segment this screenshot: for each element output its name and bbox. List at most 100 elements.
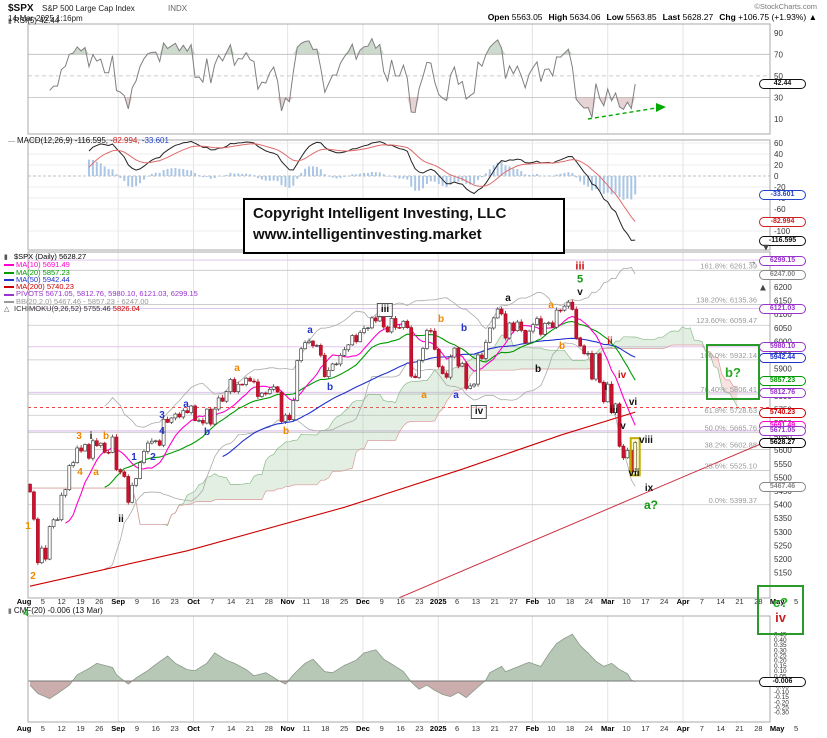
elliott-wave-label: b (326, 382, 334, 393)
legend-text: $SPX (Daily) 5628.27 (14, 252, 87, 261)
date-axis-label: 14 (717, 724, 725, 733)
elliott-wave-label: b (282, 426, 290, 437)
elliott-wave-label: a (234, 363, 240, 374)
elliott-wave-label: v (577, 287, 583, 298)
macd-axis-label: -60 (774, 205, 786, 214)
cmf-value-bubble: -0.006 (759, 677, 806, 688)
date-axis-label: 28 (265, 724, 273, 733)
date-axis-label: Nov (281, 597, 296, 606)
date-axis-label: 23 (170, 597, 178, 606)
macd-params: MACD(12,26,9) (17, 136, 75, 145)
price-axis-label: 6150 (774, 297, 792, 306)
date-axis-label: 18 (321, 597, 329, 606)
elliott-wave-label: v (620, 421, 626, 432)
date-axis-label: 16 (152, 724, 160, 733)
price-axis-label: 5150 (774, 569, 792, 578)
date-axis-label: 21 (735, 724, 743, 733)
direction-arrow-icon: → (747, 256, 757, 268)
date-axis-label: 12 (57, 724, 65, 733)
legend-text: MA(50) 5942.44 (16, 274, 70, 284)
date-axis-label: 19 (76, 597, 84, 606)
date-axis-label: 21 (491, 724, 499, 733)
legend-item: MA(20) 5857.23 (4, 268, 198, 276)
macd-indicator-label: — MACD(12,26,9) -116.595, -82.994, -33.60… (8, 136, 169, 145)
date-axis-label: 2025 (430, 597, 447, 606)
cmf-axis-label: -0.25 (774, 705, 789, 712)
direction-arrow-icon: ▼ (761, 242, 771, 254)
date-axis-label: 24 (585, 597, 593, 606)
elliott-wave-label: b (460, 323, 468, 334)
legend-swatch (4, 300, 14, 303)
price-bubble: 6247.00 (759, 269, 806, 280)
forecast-target-box: b? (706, 344, 760, 400)
indicator-icon: — (8, 138, 15, 145)
date-axis-label: 5 (794, 724, 798, 733)
elliott-wave-label: i (604, 382, 608, 393)
rsi-indicator-label: ▮ RSI(5) 42.44 (8, 16, 60, 25)
legend-item: MA(200) 5740.23 (4, 283, 198, 290)
date-axis-label: 18 (566, 597, 574, 606)
fib-level-label: 23.6%: 5525.10 (704, 462, 757, 471)
date-axis-label: 12 (57, 597, 65, 606)
date-axis-label: 14 (227, 597, 235, 606)
date-axis-label: 17 (641, 724, 649, 733)
date-axis-label: 6 (455, 724, 459, 733)
date-axis-label: May (770, 597, 785, 606)
date-axis-label: 25 (340, 597, 348, 606)
elliott-wave-label: b (558, 341, 566, 352)
price-chart-legend: ▮ $SPX (Daily) 5628.27 MA(10) 5691.49 MA(20… (4, 253, 198, 313)
copyright-line1: Copyright Intelligent Investing, LLC (253, 205, 507, 222)
elliott-wave-label: 3 (159, 410, 165, 421)
stockcharts-credit-link[interactable]: ©StockCharts.com (754, 2, 817, 11)
price-axis-label: 5200 (774, 555, 792, 564)
price-axis-label: 5500 (774, 473, 792, 482)
legend-item: △ ICHIMOKU(9,26,52) 5755.46 5826.04 (4, 305, 198, 313)
legend-swatch (4, 278, 14, 281)
legend-item: MA(50) 5942.44 (4, 276, 198, 283)
legend-item: MA(10) 5691.49 (4, 260, 198, 270)
fib-level-label: 0.0%: 5399.37 (709, 496, 757, 505)
date-axis-label: 9 (135, 597, 139, 606)
elliott-wave-label: viii (639, 435, 653, 446)
legend-text: BB(20,2.0) 5467.46 - 5857.23 - 6247.00 (16, 296, 149, 306)
macd-axis-label: 60 (774, 139, 783, 148)
elliott-wave-label: b (102, 431, 110, 442)
price-bubble: 5628.27 (759, 438, 806, 448)
cmf-axis-label: 0.10 (774, 668, 787, 675)
cmf-axis-label: -0.30 (774, 710, 789, 717)
date-axis-label: 24 (660, 724, 668, 733)
forecast-target-box: c? iv (757, 585, 804, 635)
chg-direction-icon: ▲ (808, 12, 817, 22)
date-axis-label: 7 (700, 597, 704, 606)
legend-swatch (4, 264, 14, 267)
rsi-axis-label: 50 (774, 72, 783, 81)
cmf-axis-label: -0.20 (774, 699, 789, 706)
elliott-wave-label: vii (628, 468, 640, 479)
legend-icon: ▮ (4, 254, 8, 261)
low-value: 5563.85 (625, 12, 657, 22)
elliott-wave-label: 4 (159, 426, 165, 437)
date-axis-label: 10 (547, 724, 555, 733)
indicator-icon: ▮ (8, 608, 12, 615)
elliott-wave-label: a (93, 467, 99, 478)
price-bubble: 6299.15 (759, 255, 806, 266)
macd-axis-label: 0 (774, 172, 779, 181)
date-axis-label: 10 (622, 597, 630, 606)
legend-text: MA(200) 5740.23 (16, 282, 74, 292)
legend-swatch (4, 271, 14, 274)
date-axis-label: 7 (700, 724, 704, 733)
legend-text: MA(10) 5691.49 (16, 260, 70, 270)
date-axis-label: 21 (491, 597, 499, 606)
date-axis-label: 21 (246, 724, 254, 733)
macd-value-bubble: -33.601 (759, 189, 806, 200)
date-axis-label: 11 (303, 724, 311, 733)
cmf-indicator-label: ▮ CMF(20) -0.006 (13 Mar) (8, 606, 103, 615)
date-axis-label: 17 (641, 597, 649, 606)
price-axis-label: 5400 (774, 501, 792, 510)
open-value: 5563.05 (511, 12, 543, 22)
fib-level-label: 161.8%: 6261.39 (700, 261, 757, 270)
elliott-wave-label: ii (118, 514, 124, 525)
chart-datetime: 14-Mar-2025 1:16pm (8, 14, 83, 23)
